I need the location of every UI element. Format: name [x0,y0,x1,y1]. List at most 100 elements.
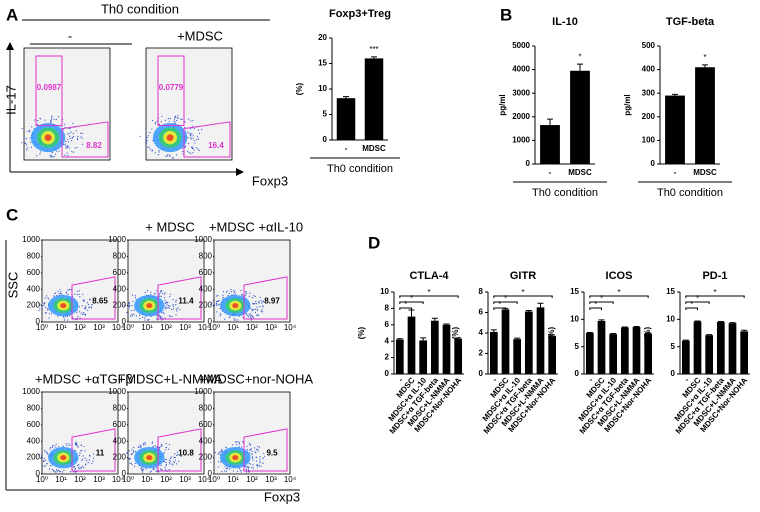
x-tick-label: - [490,376,499,384]
y-tick-label: 8 [479,287,484,296]
event-dot [175,299,177,301]
error-bar [577,63,583,71]
event-dot [172,299,174,301]
event-dot [258,302,260,304]
bar [336,98,356,140]
event-dot [77,463,80,466]
bar [454,338,463,374]
event-dot [69,137,71,139]
event-dot [65,145,67,147]
event-dot [147,146,149,148]
event-dot [44,297,46,299]
error-bar [621,326,628,328]
event-dot [259,458,261,460]
event-dot [176,463,178,465]
axis-label: IL-17 [3,85,18,115]
event-dot [257,314,259,316]
error-bar [598,319,605,321]
y-tick-label: 6 [385,320,390,329]
chart-title: PD-1 [702,270,727,282]
event-dot [193,140,195,142]
event-dot [166,301,168,304]
event-dot [160,290,163,292]
event-dot [158,151,160,153]
event-dot [236,444,238,446]
x-tick-label: 10¹ [227,475,239,484]
event-dot [78,293,80,295]
x-tick-label: 10² [74,475,86,484]
density-blob [146,303,153,309]
y-tick-label: 6 [479,308,484,317]
event-dot [166,307,168,309]
event-dot [131,449,133,451]
event-dot [67,293,69,295]
event-dot [164,119,167,121]
event-dot [165,155,167,157]
event-dot [142,469,144,471]
event-dot [250,319,252,321]
group-label: Th0 condition [657,187,723,199]
y-tick-label: 8 [385,304,390,313]
bar [570,70,590,164]
event-dot [160,443,162,445]
event-dot [158,471,160,473]
event-dot [53,156,55,158]
event-dot [198,132,201,134]
x-tick-label: 10³ [93,475,105,484]
event-dot [192,137,194,139]
y-tick-label: 15 [570,287,579,296]
y-tick-label: 10 [570,314,579,323]
event-dot [261,309,263,311]
event-dot [245,467,247,469]
significance-bracket [589,307,602,310]
event-dot [161,115,163,117]
event-dot [161,317,163,319]
event-dot [31,126,33,128]
event-dot [180,455,182,457]
event-dot [191,133,193,135]
bar [364,58,384,140]
event-dot [82,458,84,461]
event-dot [72,135,75,138]
event-dot [62,445,64,447]
error-bar [431,317,438,321]
event-dot [156,314,158,317]
event-dot [232,470,235,472]
bar [728,323,737,374]
event-dot [133,309,135,311]
event-dot [233,292,235,294]
y-axis-label: pg/ml [623,94,632,115]
event-dot [253,295,255,297]
bar [681,340,690,374]
event-dot [134,462,136,465]
event-dot [66,133,69,135]
axis-label: Foxp3 [264,489,300,504]
event-dot [76,146,78,149]
event-dot [47,297,49,299]
bar [489,331,498,374]
event-dot [253,308,255,311]
event-dot [126,452,128,454]
event-dot [173,121,175,123]
plot-title: +MDSC+nor-NOHA [199,371,313,386]
event-dot [235,441,238,443]
event-dot [77,135,79,138]
event-dot [87,303,90,305]
bar [693,321,702,374]
event-dot [81,143,84,145]
event-dot [66,146,68,149]
event-dot [139,314,141,316]
event-dot [48,298,50,300]
gate-value: 11 [96,449,105,458]
significance: * [696,294,699,303]
event-dot [233,317,235,320]
event-dot [188,132,190,134]
event-dot [50,121,52,124]
y-tick-label: 15 [666,287,675,296]
event-dot [252,315,254,318]
event-dot [246,314,249,317]
event-dot [175,304,177,306]
y-tick-label: 15 [318,59,327,68]
x-tick-label: 10¹ [141,323,153,332]
